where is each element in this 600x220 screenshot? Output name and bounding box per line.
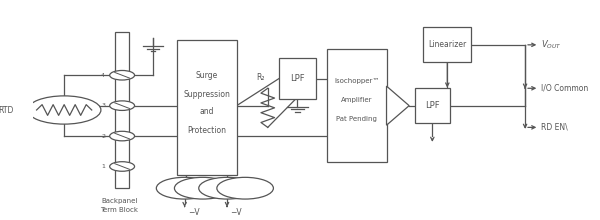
Circle shape <box>110 101 134 110</box>
Text: Linearizer: Linearizer <box>428 40 466 49</box>
Circle shape <box>217 177 274 199</box>
Text: Amplifier: Amplifier <box>341 97 373 103</box>
Text: −In: −In <box>111 134 122 139</box>
Bar <box>423 28 472 62</box>
Bar <box>415 88 450 123</box>
Text: +In: +In <box>111 103 122 108</box>
Circle shape <box>110 162 134 171</box>
Text: 2: 2 <box>101 134 105 139</box>
Text: 1: 1 <box>101 164 105 169</box>
Text: Term Block: Term Block <box>100 207 138 213</box>
Text: Pat Pending: Pat Pending <box>337 116 377 122</box>
Circle shape <box>110 131 134 141</box>
Text: 3: 3 <box>101 103 105 108</box>
Text: R₂: R₂ <box>257 73 265 82</box>
Text: $V_{OUT}$: $V_{OUT}$ <box>541 38 562 51</box>
Circle shape <box>157 177 213 199</box>
Polygon shape <box>386 86 409 125</box>
Text: I/O Common: I/O Common <box>541 84 588 93</box>
Circle shape <box>28 96 101 124</box>
Text: −V: −V <box>230 208 242 217</box>
Circle shape <box>199 177 256 199</box>
Text: Protection: Protection <box>187 126 226 135</box>
Text: Backpanel: Backpanel <box>101 198 137 204</box>
Text: Suppression: Suppression <box>184 90 230 99</box>
Text: RD EN\: RD EN\ <box>541 123 568 132</box>
Bar <box>279 58 316 99</box>
Text: and: and <box>200 107 214 116</box>
Text: LPF: LPF <box>425 101 440 110</box>
Circle shape <box>110 70 134 80</box>
Bar <box>177 40 236 175</box>
Text: 4: 4 <box>101 73 105 78</box>
Text: Isochopper™: Isochopper™ <box>334 78 380 84</box>
Bar <box>115 32 129 188</box>
Bar <box>327 49 386 162</box>
Text: Surge: Surge <box>196 71 218 80</box>
Text: −V: −V <box>188 208 199 217</box>
Text: RTD: RTD <box>0 106 13 114</box>
Circle shape <box>175 177 231 199</box>
Text: LPF: LPF <box>290 74 305 83</box>
